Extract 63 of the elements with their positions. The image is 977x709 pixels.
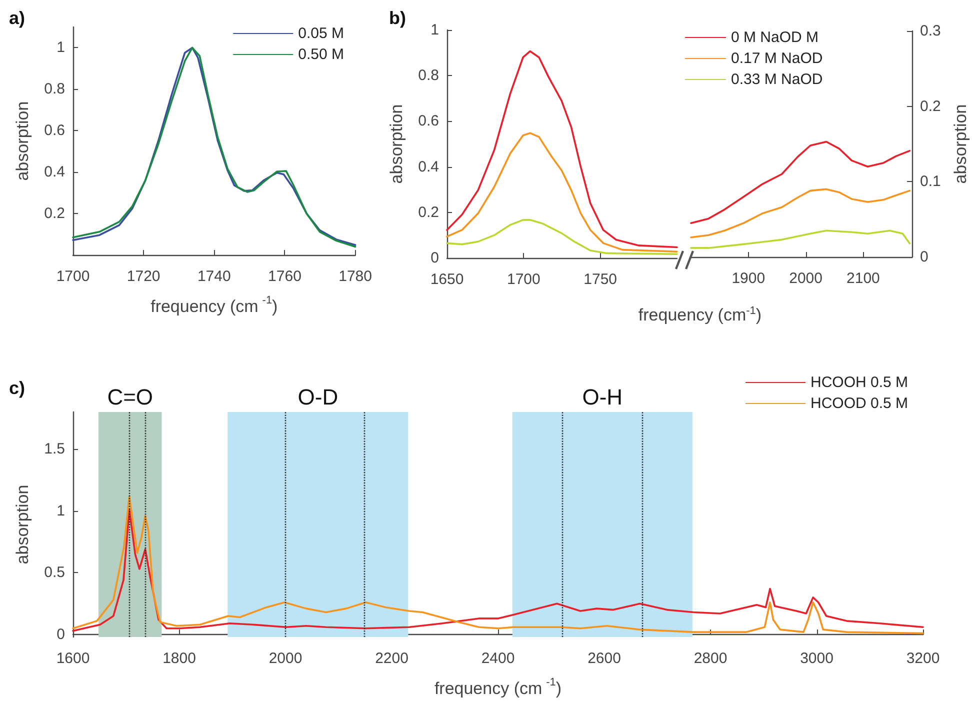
legend-label: 0.33 M NaOD [731, 71, 823, 88]
y-axis-title: absorption [13, 101, 32, 181]
x-tick-label: 2100 [846, 270, 880, 287]
x-tick-label: 1780 [338, 268, 372, 285]
y2-tick-label: 0.2 [920, 98, 941, 115]
band-label: O-D [298, 384, 338, 410]
x-axis-title: frequency (cm$^{-1}$) [638, 305, 762, 326]
y2-tick-label: 0.1 [920, 173, 941, 190]
y-tick-label: 0.5 [44, 564, 65, 582]
legend-label: 0.50 M [298, 46, 344, 63]
x-tick-label: 2400 [481, 650, 515, 667]
x-tick-label: 2600 [588, 650, 621, 667]
chart-title: a) [9, 8, 26, 28]
legend-label: 0.05 M [298, 25, 344, 42]
x-tick-label: 1750 [584, 271, 618, 288]
y2-axis-title: absorption [951, 104, 970, 184]
x-tick-label: 2000 [268, 650, 302, 667]
x-tick-label: 3000 [800, 650, 834, 667]
y-tick-label: 0 [56, 626, 65, 644]
x-tick-label: 1720 [126, 268, 160, 285]
x-tick-label: 1700 [56, 268, 90, 285]
y-axis-title: absorption [387, 104, 406, 184]
x-tick-label: 2000 [789, 270, 822, 287]
y-tick-label: 1 [56, 39, 65, 56]
band-label: O-H [582, 384, 623, 410]
y-tick-label: 0.6 [44, 122, 65, 140]
y-tick-label: 0.8 [418, 67, 439, 84]
legend-label: HCOOH 0.5 M [810, 374, 908, 391]
x-tick-label: 1740 [197, 268, 231, 285]
y2-tick-label: 0.3 [920, 22, 941, 40]
x-tick-label: 1900 [732, 270, 766, 287]
chart-title: b) [389, 8, 406, 28]
legend-label: 0 M NaOD M [731, 29, 819, 46]
x-tick-label: 3200 [906, 650, 940, 667]
line-series [446, 132, 678, 253]
y-tick-label: 0.2 [418, 204, 439, 221]
y-tick-label: 1.5 [44, 440, 65, 458]
line-series [446, 219, 678, 256]
y-tick-label: 0.8 [44, 80, 65, 98]
y-axis-title: absorption [13, 484, 32, 564]
y-tick-label: 0 [430, 250, 439, 266]
band-label: C=O [107, 384, 154, 410]
y-tick-label: 0.6 [418, 112, 439, 130]
x-tick-label: 2800 [694, 650, 728, 667]
y-tick-label: 0.4 [418, 158, 439, 176]
line-series [446, 50, 678, 248]
x-tick-label: 1700 [506, 271, 540, 288]
y-tick-label: 1 [430, 22, 439, 38]
line-series [690, 230, 911, 249]
x-tick-label: 1800 [162, 650, 196, 667]
x-tick-label: 1760 [268, 268, 302, 285]
legend-label: HCOOD 0.5 M [810, 395, 908, 412]
line-series [690, 188, 911, 238]
line-series [690, 140, 911, 224]
y-tick-label: 1 [56, 502, 65, 520]
y-tick-label: 0.4 [44, 164, 65, 181]
y2-tick-label: 0 [920, 248, 928, 266]
legend-label: 0.17 M NaOD [731, 50, 823, 67]
x-tick-label: 2200 [375, 650, 408, 667]
x-tick-label: 1650 [430, 271, 464, 288]
chart-title: c) [9, 378, 26, 398]
x-tick-label: 1600 [56, 650, 90, 667]
y-tick-label: 0.2 [44, 205, 65, 222]
